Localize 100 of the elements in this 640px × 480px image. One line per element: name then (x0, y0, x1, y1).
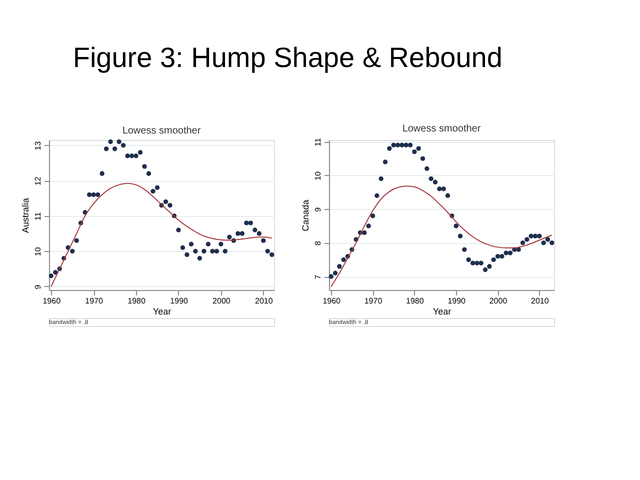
point (100, 171, 104, 176)
point (420, 156, 426, 161)
point (116, 139, 122, 144)
point (437, 186, 442, 192)
y-tick-label: 9 (314, 206, 322, 212)
x-axis-title: Year (432, 306, 452, 316)
point (193, 248, 198, 254)
point (387, 146, 392, 151)
point (154, 185, 160, 190)
point (504, 250, 508, 256)
point (120, 142, 126, 148)
point (248, 220, 253, 226)
point (482, 267, 488, 272)
point (416, 146, 421, 151)
point (270, 252, 274, 258)
y-tick-label: 10 (314, 170, 322, 180)
point (210, 248, 215, 254)
point (400, 142, 404, 148)
point (516, 247, 521, 252)
point (104, 146, 109, 152)
point (466, 257, 471, 262)
point (487, 264, 492, 269)
point (163, 199, 168, 204)
point (240, 231, 245, 236)
point (86, 192, 92, 198)
point (495, 254, 500, 259)
point (129, 154, 134, 158)
point (550, 240, 554, 246)
caption: Figure 3: Hump Shape & Rebound (72, 42, 502, 74)
point (341, 257, 346, 262)
point (265, 248, 270, 254)
x-axis-title: Year (152, 306, 172, 316)
y-tick-label: 11 (314, 137, 322, 146)
y-tick-label: 10 (34, 246, 42, 256)
y-axis-title: Canada (300, 200, 310, 232)
point (176, 228, 181, 232)
point (458, 234, 463, 238)
point (261, 238, 266, 243)
point (256, 231, 262, 236)
point (537, 234, 542, 238)
y-tick-label: 12 (34, 176, 42, 186)
point (470, 260, 476, 266)
point (227, 234, 232, 240)
point (74, 238, 79, 243)
point (218, 242, 224, 246)
point (395, 142, 400, 148)
point (142, 164, 147, 169)
point (91, 192, 96, 198)
x-tick-label: 1970 (364, 296, 383, 306)
point (541, 240, 546, 246)
x-tick-label: 2010 (254, 296, 274, 306)
point (337, 264, 342, 269)
point (404, 142, 408, 148)
chart-title: Lowess smoother (122, 125, 202, 136)
point (362, 230, 367, 236)
line-series (330, 186, 552, 288)
point (428, 176, 434, 182)
point (214, 248, 220, 254)
point (188, 242, 194, 246)
point (202, 248, 206, 254)
point (445, 193, 450, 198)
point (500, 254, 504, 259)
point (206, 242, 211, 246)
point (441, 186, 446, 192)
x-tick-label: 1990 (170, 296, 188, 306)
point (184, 252, 190, 258)
x-tick-label: 1980 (406, 296, 424, 306)
point (370, 214, 376, 218)
point (125, 154, 130, 158)
x-tick-label: 1980 (128, 296, 146, 306)
y-axis-title: Australia (20, 198, 30, 234)
point (478, 260, 484, 266)
point (332, 270, 338, 276)
point (138, 150, 143, 155)
point (528, 234, 534, 238)
point (48, 274, 54, 278)
point (222, 248, 228, 254)
point (491, 257, 496, 262)
point (328, 274, 334, 279)
point (252, 228, 258, 232)
x-tick-label: 1960 (42, 296, 62, 306)
point (378, 176, 384, 182)
point (374, 193, 380, 198)
point (236, 231, 240, 236)
point (391, 142, 396, 148)
point (112, 146, 118, 152)
point (366, 224, 371, 228)
point (244, 220, 249, 226)
point (474, 260, 480, 266)
point (520, 240, 526, 246)
point (545, 237, 550, 242)
point (412, 149, 417, 154)
point (150, 188, 156, 194)
y-tick-label: 8 (314, 240, 322, 246)
point (53, 270, 58, 275)
y-tick-label: 7 (314, 274, 322, 280)
y-tick-label: 9 (34, 284, 42, 290)
point (382, 160, 388, 164)
x-tick-label: 1990 (448, 296, 466, 306)
point (146, 171, 152, 176)
